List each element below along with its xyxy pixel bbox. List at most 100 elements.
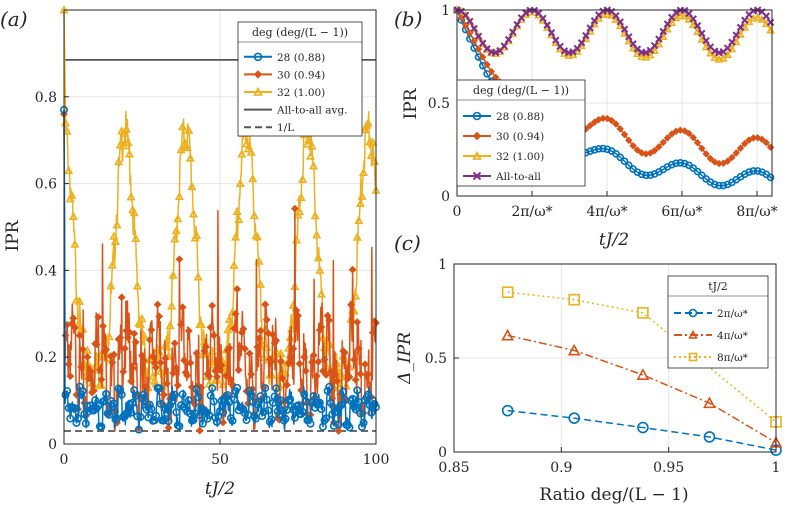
panel-a-data-point (121, 124, 131, 133)
panel-a-data-point (301, 366, 310, 375)
panel-b-data-point (642, 48, 650, 57)
panel-b-data-point (603, 145, 612, 154)
panel-b-legend-entry: 30 (0.94) (496, 131, 544, 143)
panel-b-data-point (731, 37, 741, 46)
panel-a-data-point (235, 178, 245, 188)
panel-b-label: (b) (394, 7, 422, 31)
panel-a-data-point (293, 401, 302, 410)
panel-a-data-point (216, 366, 224, 374)
panel-c-data-point (637, 307, 649, 319)
panel-b-data-point (590, 146, 599, 154)
panel-a-data-point (252, 231, 262, 241)
panel-a-data-point (192, 349, 201, 358)
panel-b-legend-marker (472, 111, 482, 121)
panel-a-data-point (320, 416, 329, 425)
panel-b-data-point (509, 28, 517, 36)
panel-b-x-axis-label: tJ/2 (599, 230, 629, 250)
panel-c-data-point (567, 343, 581, 356)
panel-a-data-point (78, 387, 87, 396)
panel-a-data-point (128, 364, 137, 373)
panel-b-data-point (642, 171, 650, 180)
panel-a-data-point (332, 407, 341, 416)
panel-a-data-point (102, 389, 111, 398)
panel-b-data-point (625, 161, 633, 170)
panel-a-data-point (169, 369, 178, 377)
panel-b-data-point (616, 153, 625, 162)
panel-b-data-point (688, 19, 698, 29)
panel-a-data-point (340, 348, 349, 357)
panel-c-legend-marker (688, 352, 698, 362)
panel-a-data-point (317, 323, 326, 331)
panel-a-data-point (243, 144, 253, 153)
panel-a-data-point (109, 399, 118, 408)
panel-a-data-point (217, 396, 226, 405)
panel-b-data-point (633, 48, 642, 57)
panel-a-data-point (367, 408, 376, 417)
panel-a-data-point (173, 381, 182, 390)
panel-c-legend-marker (688, 308, 698, 318)
panel-b-data-point (483, 60, 491, 69)
panel-b-y-tick-label: 0.5 (428, 96, 450, 112)
panel-a-curves (59, 5, 381, 435)
panel-a-data-point (368, 137, 378, 146)
panel-a-data-point (102, 345, 111, 354)
panel-a-data-point (294, 311, 302, 320)
panel-a-data-point (264, 406, 273, 415)
panel-a-data-point (279, 416, 288, 425)
panel-a-data-point (356, 369, 365, 378)
panel-a-data-point (150, 416, 159, 425)
panel-a-x-tick-label: 0 (60, 452, 69, 468)
panel-c-x-tick-label: 1 (772, 460, 781, 476)
panel-b-data-point (723, 44, 732, 52)
panel-b-data-point (650, 41, 659, 50)
panel-a-data-point (326, 367, 335, 376)
panel-b-data-point (461, 10, 470, 19)
panel-b-data-point (659, 27, 667, 36)
panel-a-data-point (287, 358, 296, 367)
panel-a-data-point (134, 425, 143, 434)
panel-a-data-point (239, 405, 248, 414)
panel-a-legend-marker (253, 70, 263, 79)
panel-a-data-point (361, 360, 369, 369)
panel-b-legend-title: deg (deg/(L − 1)) (473, 84, 569, 97)
panel-a-data-point (345, 372, 354, 381)
panel-b-data-point (552, 36, 560, 44)
panel-a-data-point (272, 336, 281, 345)
panel-a-data-point (245, 386, 254, 395)
panel-a-data-point (167, 301, 177, 310)
panel-a-y-tick-label: 0 (48, 437, 57, 453)
panel-b-data-point (727, 44, 737, 53)
panel-a-data-point (68, 211, 78, 220)
panel-a-data-point (178, 390, 187, 399)
panel-a-y-tick-label: 0.4 (35, 263, 57, 279)
panel-a-data-point (219, 408, 228, 417)
panel-b-data-point (741, 139, 749, 148)
panel-a-data-point (364, 370, 373, 379)
panel-b-data-point (655, 35, 663, 43)
panel-b-ticks: 0 2π/ω* 4π/ω* 6π/ω* 8π/ω* 0 0.5 1 (428, 3, 778, 220)
panel-b-data-point (680, 159, 689, 168)
panel-a-data-point (194, 393, 203, 402)
panel-b-data-point (698, 171, 706, 180)
panel-a-data-point (109, 231, 119, 240)
panel-a-data-point (226, 319, 236, 328)
panel-c-label: (c) (394, 231, 421, 255)
panel-a-data-point (85, 374, 93, 383)
panel-a-data-point (164, 423, 173, 432)
panel-a-data-point (153, 300, 162, 309)
panel-a-legend-entry: 1/L (277, 122, 294, 134)
panel-b-data-point (590, 118, 599, 126)
panel-a-y-tick-label: 0.2 (35, 350, 57, 366)
panel-b-data-point (702, 150, 710, 158)
panel-b-data-point (586, 147, 594, 156)
panel-b-data-point (513, 20, 521, 29)
panel-a-data-point (75, 296, 85, 305)
panel-a-data-point (351, 405, 360, 414)
panel-a-data-point (272, 384, 281, 393)
panel-a-data-point (116, 333, 125, 342)
panel-a-data-point (145, 400, 154, 409)
panel-a-data-point (350, 355, 359, 364)
panel-a-data-point (258, 412, 267, 421)
panel-a-data-point (233, 383, 242, 392)
panel-a-data-point (175, 422, 184, 431)
